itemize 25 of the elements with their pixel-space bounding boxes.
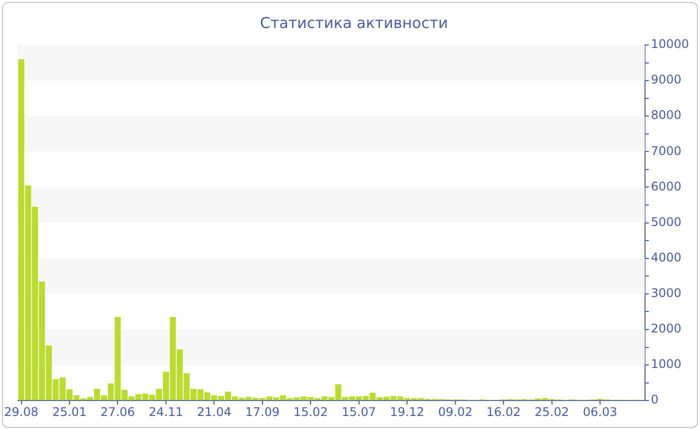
- chart-title: Статистика активности: [260, 14, 448, 32]
- x-tick-label: 25.02: [534, 404, 569, 419]
- y-tick-label: 1000: [650, 357, 682, 372]
- x-tick-label: 09.02: [438, 404, 473, 419]
- x-tick-label: 17.09: [245, 404, 280, 419]
- y-tick-label: 5000: [650, 214, 682, 229]
- y-tick-label: 3000: [650, 286, 682, 300]
- y-tick-label: 7000: [650, 144, 682, 158]
- x-tick-label: 21.04: [197, 404, 232, 419]
- y-tick-label: 0: [650, 392, 658, 407]
- y-tick-label: 2000: [650, 322, 682, 336]
- x-tick-label: 15.02: [293, 404, 328, 419]
- y-tick-label: 6000: [650, 179, 682, 194]
- y-tick-label: 8000: [650, 108, 682, 122]
- x-tick-label: 16.02: [486, 404, 521, 419]
- y-tick-label: 4000: [650, 250, 682, 264]
- x-tick-label: 19.12: [390, 404, 424, 419]
- x-tick-label: 06.03: [582, 404, 618, 419]
- x-tick-label: 15.07: [342, 404, 376, 419]
- x-tick-label: 24.11: [148, 404, 184, 419]
- y-tick-label: 9000: [650, 72, 682, 87]
- x-tick-label: 25.01: [52, 404, 87, 419]
- y-tick-label: 10000: [650, 37, 690, 52]
- x-tick-label: 27.06: [100, 404, 135, 419]
- x-tick-label: 29.08: [4, 404, 38, 419]
